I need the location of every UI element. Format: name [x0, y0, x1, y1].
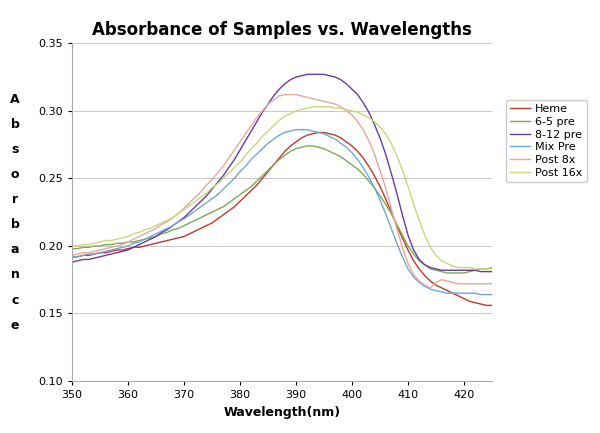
Text: A: A [10, 93, 20, 106]
Heme [488, 303, 496, 308]
Post 8x [281, 92, 289, 97]
6-5 pre [304, 143, 311, 149]
Post 8x [107, 245, 115, 250]
6-5 pre [443, 270, 451, 275]
Heme [315, 130, 322, 135]
6-5 pre [287, 149, 294, 154]
8-12 pre [214, 180, 221, 185]
Title: Absorbance of Samples vs. Wavelengths: Absorbance of Samples vs. Wavelengths [92, 21, 472, 39]
Line: Heme: Heme [72, 132, 492, 305]
Text: e: e [11, 319, 19, 332]
8-12 pre [410, 247, 417, 252]
Mix Pre [343, 145, 350, 150]
Mix Pre [68, 254, 76, 259]
Text: b: b [11, 218, 19, 231]
Mix Pre [214, 192, 221, 197]
8-12 pre [343, 81, 350, 87]
Post 16x [488, 266, 496, 271]
Post 8x [354, 119, 361, 124]
8-12 pre [488, 269, 496, 274]
6-5 pre [68, 246, 76, 251]
Line: 8-12 pre: 8-12 pre [72, 74, 492, 271]
Heme [287, 143, 294, 149]
Post 16x [410, 201, 417, 207]
Mix Pre [477, 292, 484, 297]
Text: r: r [12, 193, 18, 206]
Post 16x [107, 238, 115, 243]
Mix Pre [488, 292, 496, 297]
Line: 6-5 pre: 6-5 pre [72, 146, 492, 273]
Text: o: o [11, 168, 19, 181]
Post 16x [472, 266, 479, 271]
6-5 pre [354, 166, 361, 171]
Post 16x [68, 243, 76, 249]
Line: Post 8x: Post 8x [72, 95, 492, 288]
6-5 pre [488, 265, 496, 270]
Post 8x [488, 281, 496, 286]
Post 8x [343, 108, 350, 113]
Heme [343, 139, 350, 145]
Post 8x [427, 285, 434, 291]
Post 8x [410, 272, 417, 277]
Heme [214, 216, 221, 222]
Text: a: a [11, 243, 19, 256]
Mix Pre [410, 275, 417, 280]
Mix Pre [107, 247, 115, 252]
X-axis label: Wavelength(nm): Wavelength(nm) [223, 406, 341, 419]
Line: Post 16x: Post 16x [72, 107, 492, 269]
Post 16x [354, 110, 361, 115]
Post 16x [309, 104, 316, 110]
6-5 pre [107, 242, 115, 247]
Heme [68, 254, 76, 259]
Text: s: s [11, 143, 19, 156]
8-12 pre [68, 259, 76, 265]
Heme [410, 258, 417, 263]
Post 8x [68, 253, 76, 258]
Post 16x [343, 107, 350, 112]
Heme [483, 303, 490, 308]
6-5 pre [214, 207, 221, 212]
Legend: Heme, 6-5 pre, 8-12 pre, Mix Pre, Post 8x, Post 16x: Heme, 6-5 pre, 8-12 pre, Mix Pre, Post 8… [506, 100, 587, 182]
8-12 pre [477, 269, 484, 274]
Text: b: b [11, 118, 19, 131]
8-12 pre [287, 77, 294, 82]
8-12 pre [354, 92, 361, 97]
Mix Pre [287, 129, 294, 134]
Heme [107, 249, 115, 254]
8-12 pre [304, 72, 311, 77]
8-12 pre [107, 252, 115, 257]
Post 8x [214, 171, 221, 176]
Text: c: c [11, 294, 19, 307]
Post 8x [292, 92, 299, 97]
6-5 pre [410, 252, 417, 257]
Mix Pre [292, 127, 299, 132]
Post 16x [214, 181, 221, 186]
Mix Pre [354, 157, 361, 162]
Line: Mix Pre: Mix Pre [72, 130, 492, 294]
6-5 pre [343, 158, 350, 163]
Text: n: n [11, 268, 19, 281]
Heme [354, 149, 361, 154]
Post 16x [287, 111, 294, 116]
